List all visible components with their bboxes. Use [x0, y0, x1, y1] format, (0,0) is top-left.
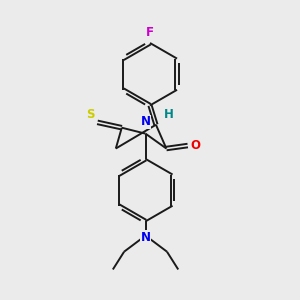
Text: F: F [146, 26, 154, 38]
Text: H: H [164, 108, 174, 121]
Text: O: O [191, 139, 201, 152]
Text: N: N [140, 115, 151, 128]
Text: S: S [86, 108, 94, 121]
Text: N: N [140, 231, 151, 244]
